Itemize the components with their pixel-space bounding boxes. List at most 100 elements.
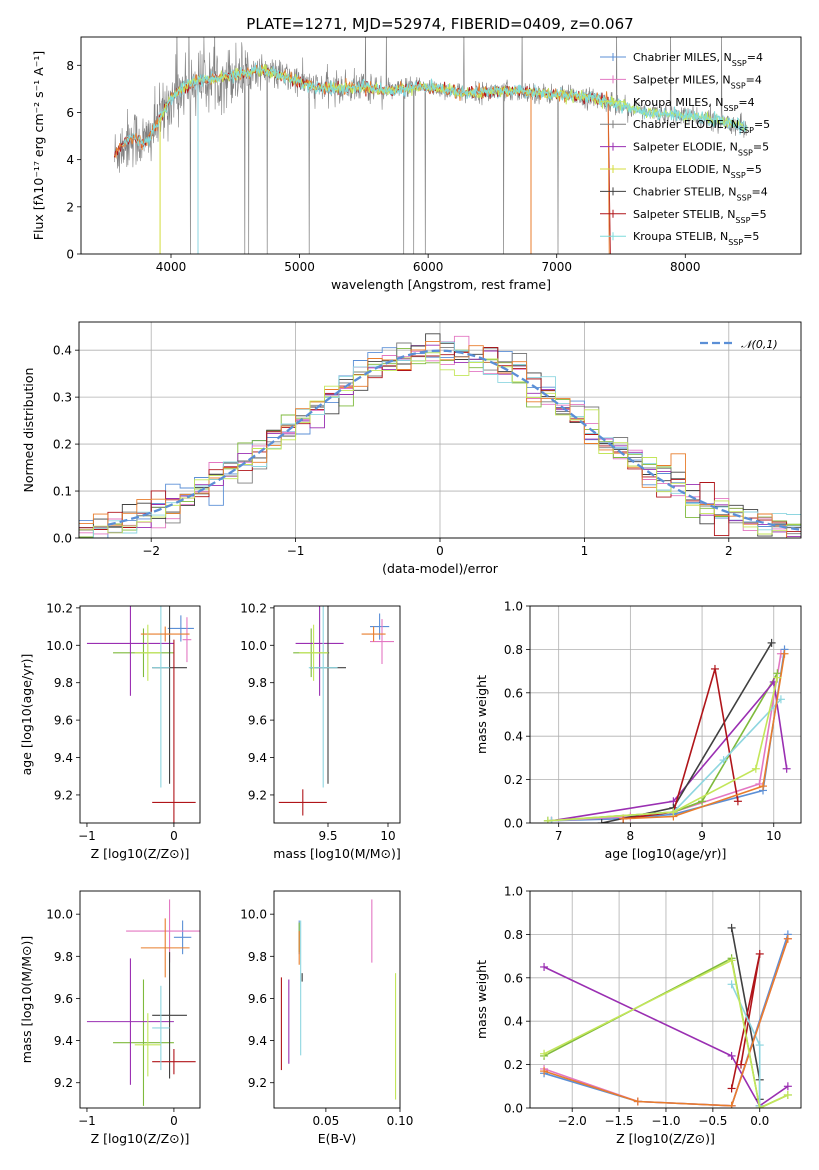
errorbar-point	[152, 985, 170, 1071]
axes-frame	[529, 605, 802, 824]
errorbar-point	[167, 615, 194, 642]
ticks-spectrum: 4000 5000 6000 7000 8000 0 2 4 6 8	[66, 59, 700, 274]
y-tick-label: 9.8	[248, 676, 267, 690]
errorbar-point	[126, 899, 200, 963]
x-axis-label: (data-model)/error	[382, 561, 499, 576]
legend-subscript: SSP	[739, 126, 754, 135]
y-tick-label: 9.2	[54, 788, 73, 802]
ticks-mass-vs-z: −1 0 9.2 9.4 9.6 9.8 10.0	[46, 908, 177, 1128]
x-tick-label: 6000	[413, 260, 444, 274]
y-tick-label: 0.6	[504, 971, 523, 985]
errorbar-point	[134, 624, 161, 681]
y-tick-label: 9.6	[248, 992, 267, 1006]
y-axis-label: Normed distribution	[21, 368, 36, 493]
axes-residuals: −2 −1 0 1 2 0.0 0.1 0.2 0.3 0.4 (data-model)/error…	[21, 321, 802, 576]
y-tick-label: 10.0	[240, 908, 267, 922]
y-tick-label: 10.2	[240, 601, 267, 615]
axes-frame	[273, 890, 401, 1109]
legend-suffix: =5	[750, 208, 766, 221]
legend-subscript: SSP	[731, 171, 746, 180]
x-tick-label: −0.5	[698, 1114, 727, 1128]
histogram-step	[79, 340, 801, 538]
errorbar-point	[140, 626, 190, 642]
axes-spectrum: 4000 5000 6000 7000 8000 0 2 4 6 8 wavelength [Ang…	[31, 36, 802, 292]
mass-weight-series-line	[601, 642, 773, 823]
plus-marker	[669, 808, 678, 817]
plus-marker	[783, 934, 792, 943]
plot-area-residuals	[79, 333, 801, 538]
legend-suffix: =4	[747, 51, 763, 64]
axes-mass-vs-ebv: 0.05 0.10 9.2 9.4 9.6 9.8 10.0 E(B-V)	[240, 890, 413, 1146]
plot-area-mass-weight-vs-z	[540, 923, 792, 1108]
legend-entry: 𝒩(0,1)	[741, 338, 778, 351]
plot-area-spectrum	[113, 37, 748, 254]
legend-subscript: SSP	[723, 103, 738, 112]
ticks-residuals: −2 −1 0 1 2 0.0 0.1 0.2 0.3 0.4	[53, 344, 733, 558]
x-axis-label: E(B-V)	[318, 1131, 357, 1146]
y-tick-label: 9.4	[54, 751, 73, 765]
x-tick-label: 0	[436, 544, 444, 558]
mass-weight-series-line	[551, 680, 788, 822]
errorbar-point	[113, 979, 174, 1106]
y-tick-label: 10.0	[46, 908, 73, 922]
x-axis-label: age [log10(age/yr)]	[605, 846, 727, 861]
ticks-mass-weight-vs-age: 7 8 9 10 0.0 0.2 0.4 0.6 0.8 1.0	[504, 600, 781, 844]
y-tick-label: 0.4	[53, 344, 72, 358]
x-axis-label: Z [log10(Z/Z⊙)]	[616, 1131, 715, 1146]
ticks-mass-vs-ebv: 0.05 0.10 9.2 9.4 9.6 9.8 10.0	[240, 908, 413, 1128]
x-axis-label: Z [log10(Z/Z⊙)]	[91, 1131, 190, 1146]
legend-entry: Salpeter MILES, NSSP=4	[633, 73, 762, 90]
plus-marker	[543, 816, 552, 823]
x-tick-label: 10	[766, 829, 781, 843]
mass-weight-series-line	[543, 959, 789, 1108]
y-axis-label: Flux [fλ10⁻¹⁷ erg cm⁻² s⁻¹ A⁻¹]	[31, 51, 46, 240]
y-tick-label: 9.2	[248, 1076, 267, 1090]
legend-subscript: SSP	[731, 81, 746, 90]
legend-entry: Salpeter STELIB, NSSP=5	[633, 208, 767, 225]
x-axis-label: mass [log10(M/M⊙)]	[273, 846, 401, 861]
axes-frame	[80, 36, 802, 255]
y-tick-label: 1.0	[504, 885, 523, 899]
mass-weight-series-line	[623, 653, 786, 820]
plus-marker	[727, 1051, 736, 1060]
errorbar-point	[140, 918, 190, 978]
y-tick-label: 9.2	[248, 788, 267, 802]
axes-age-vs-z: −1 0 9.2 9.4 9.6 9.8 10.0 10.2 Z [log10(Z/Z⊙)] ag…	[19, 601, 201, 861]
x-tick-label: 2	[725, 544, 733, 558]
errorbar-point	[295, 606, 344, 696]
y-tick-label: 10.2	[46, 601, 73, 615]
x-tick-label: −1	[78, 1114, 96, 1128]
x-tick-label: 7	[555, 829, 563, 843]
errorbar-point	[152, 606, 170, 788]
y-tick-label: 9.8	[54, 676, 73, 690]
x-tick-label: 9.5	[318, 829, 337, 843]
plus-marker	[755, 1041, 764, 1050]
plus-marker	[698, 797, 707, 806]
x-tick-label: 0.0	[750, 1114, 769, 1128]
plus-marker	[767, 638, 776, 647]
plot-area-age-vs-mass	[278, 606, 394, 816]
plus-marker	[782, 764, 791, 773]
mass-weight-series-line	[547, 649, 786, 822]
legend-subscript: SSP	[735, 215, 750, 224]
legend-entry: Kroupa MILES, NSSP=4	[633, 96, 755, 113]
plus-marker	[776, 695, 785, 704]
legend-histogram: 𝒩(0,1)	[700, 338, 778, 351]
y-tick-label: 0.8	[504, 928, 523, 942]
legend-subscript: SSP	[738, 148, 753, 157]
legend-entry: Kroupa ELODIE, NSSP=5	[633, 163, 762, 180]
plus-marker	[633, 1097, 642, 1106]
y-tick-label: 10.0	[46, 639, 73, 653]
plus-marker	[773, 673, 782, 682]
legend-entry: Chabrier ELODIE, NSSP=5	[633, 118, 770, 135]
legend-entry: Salpeter ELODIE, NSSP=5	[633, 141, 769, 158]
y-tick-label: 9.8	[54, 950, 73, 964]
y-tick-label: 0.0	[504, 1102, 523, 1116]
axes-mass-weight-vs-age: 7 8 9 10 0.0 0.2 0.4 0.6 0.8 1.0 age [log10(age/yr…	[474, 600, 802, 861]
x-tick-label: −1	[287, 544, 305, 558]
legend-entry: Chabrier MILES, NSSP=4	[633, 51, 763, 68]
x-tick-label: −1	[78, 829, 96, 843]
legend-entry: Chabrier STELIB, NSSP=4	[633, 185, 768, 202]
y-tick-label: 0.1	[53, 485, 72, 499]
